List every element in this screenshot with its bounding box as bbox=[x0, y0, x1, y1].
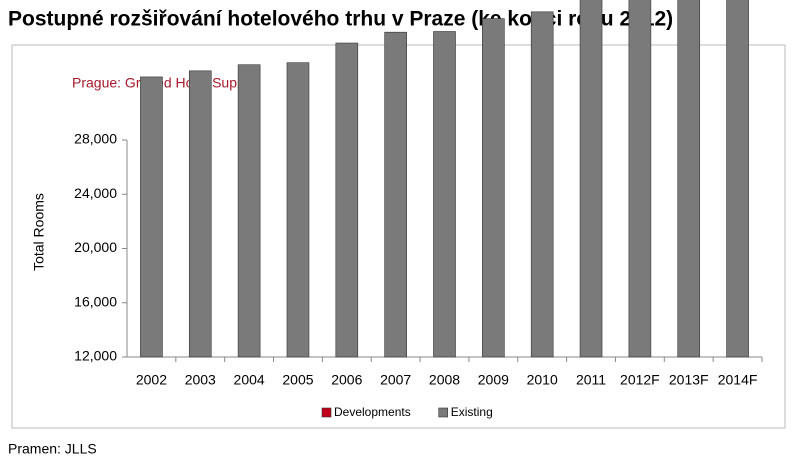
bar-segment bbox=[628, 0, 652, 358]
chart-title: Prague: Graded Hotel Supply bbox=[72, 75, 255, 91]
x-tick-label: 2003 bbox=[185, 372, 216, 388]
legend-swatch bbox=[438, 407, 449, 418]
bar-segment bbox=[726, 0, 749, 358]
y-tick-label: 28,000 bbox=[74, 131, 117, 147]
bar-segment bbox=[335, 42, 359, 358]
y-tick-label: 24,000 bbox=[74, 185, 117, 201]
bar-segment bbox=[384, 31, 407, 358]
x-tick-label: 2010 bbox=[527, 372, 558, 388]
x-tick-label: 2013F bbox=[669, 372, 709, 388]
x-tick-label: 2005 bbox=[282, 372, 313, 388]
x-tick-label: 2011 bbox=[576, 372, 606, 388]
x-tick-label: 2008 bbox=[429, 372, 460, 388]
x-tick-label: 2014F bbox=[718, 372, 758, 388]
legend-label: Existing bbox=[451, 405, 493, 419]
x-tick-label: 2002 bbox=[136, 372, 167, 388]
page-title: Postupné rozšiřování hotelového trhu v P… bbox=[8, 8, 673, 31]
y-axis-label: Total Rooms bbox=[31, 193, 47, 271]
x-tick-label: 2009 bbox=[478, 372, 509, 388]
bar-segment bbox=[530, 11, 554, 358]
bar-segment bbox=[579, 0, 603, 358]
bar-segment bbox=[140, 76, 163, 358]
x-tick-label: 2004 bbox=[234, 372, 265, 388]
bar-segment bbox=[286, 62, 310, 358]
bar-segment bbox=[237, 64, 261, 358]
y-tick-label: 16,000 bbox=[74, 293, 117, 309]
bar-segment bbox=[482, 18, 505, 358]
y-tick-label: 12,000 bbox=[74, 348, 117, 364]
x-tick-label: 2006 bbox=[331, 372, 362, 388]
x-tick-label: 2007 bbox=[380, 372, 411, 388]
bar-segment bbox=[188, 70, 212, 358]
bar-segment bbox=[677, 0, 701, 358]
x-tick-label: 2012F bbox=[620, 372, 660, 388]
y-tick-label: 20,000 bbox=[74, 239, 117, 255]
legend-label: Developments bbox=[334, 405, 411, 419]
legend-swatch bbox=[321, 407, 332, 418]
bar-segment bbox=[433, 31, 456, 358]
source: Pramen: JLLS bbox=[8, 441, 97, 457]
